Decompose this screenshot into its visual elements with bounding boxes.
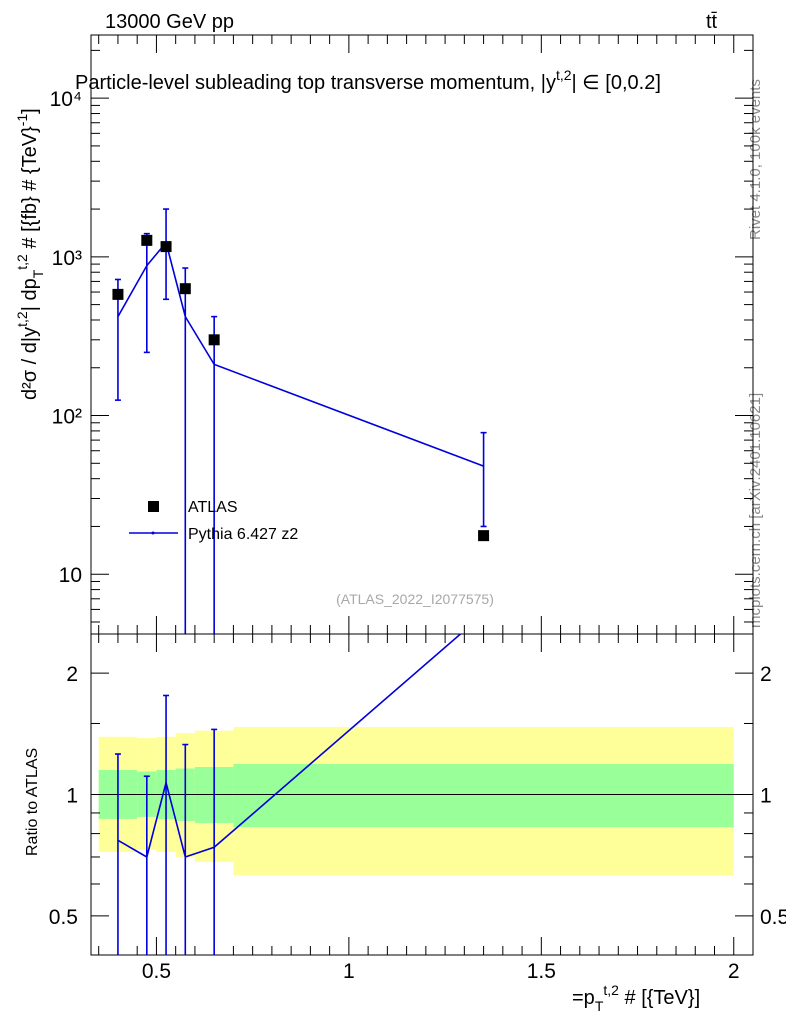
mc-series-line [117, 240, 484, 467]
main-panel: 10 10² 10³ 10⁴ [50, 34, 754, 635]
ratio-inner-band [233, 764, 734, 828]
atlas-data-point [141, 234, 153, 246]
ratio-y-tick-label: 2 [66, 663, 78, 686]
mcplots-source-label: mcplots.cern.ch [arXiv:2401.10621] [747, 393, 764, 628]
ratio-y-tick-label-right: 0.5 [760, 906, 786, 929]
ratio-y-tick-label-right: 1 [760, 785, 772, 808]
ratio-y-tick-label: 0.5 [49, 906, 78, 929]
x-tick-label: 0.5 [142, 960, 171, 983]
y-tick-label: 10 [59, 564, 82, 587]
y-tick-label: 10³ [52, 247, 82, 270]
main-y-axis-label: d²σ / d|yt,2| dpTt,2 # [{fb} # {TeV}-1] [14, 108, 46, 400]
legend-atlas-label: ATLAS [188, 499, 238, 516]
process-label: tt̄ [706, 11, 718, 33]
rivet-version-label: Rivet 4.1.0, 100k events [747, 79, 764, 240]
ratio-y-tick-label: 1 [66, 785, 78, 808]
legend-mc-label: Pythia 6.427 z2 [188, 526, 298, 543]
y-tick-label: 10² [52, 406, 82, 429]
legend: ATLAS Pythia 6.427 z2 [129, 499, 298, 543]
atlas-data-point [478, 530, 490, 542]
atlas-data-point [208, 334, 220, 346]
plot-title: Particle-level subleading top transverse… [75, 67, 661, 94]
ratio-y-axis-label: Ratio to ATLAS [24, 748, 41, 856]
atlas-data-point [179, 283, 191, 295]
ratio-y-tick-label-right: 2 [760, 663, 772, 686]
ratio-panel: 0.5 1 1.5 2 0.5 0.5 1 1 2 2 [49, 633, 786, 983]
atlas-data-point [112, 288, 124, 300]
ratio-mc-line [117, 633, 462, 859]
x-tick-label: 1.5 [527, 960, 556, 983]
x-axis-label: =pTt,2 # [{TeV}] [572, 982, 700, 1014]
y-tick-label: 10⁴ [50, 88, 82, 111]
main-frame [90, 34, 754, 635]
atlas-data-point [160, 241, 172, 253]
x-tick-label: 2 [728, 960, 740, 983]
x-tick-label: 1 [343, 960, 355, 983]
legend-mc-marker [151, 531, 155, 535]
energy-label: 13000 GeV pp [105, 11, 234, 33]
legend-atlas-marker [148, 501, 159, 512]
analysis-id-label: (ATLAS_2022_I2077575) [336, 591, 494, 607]
